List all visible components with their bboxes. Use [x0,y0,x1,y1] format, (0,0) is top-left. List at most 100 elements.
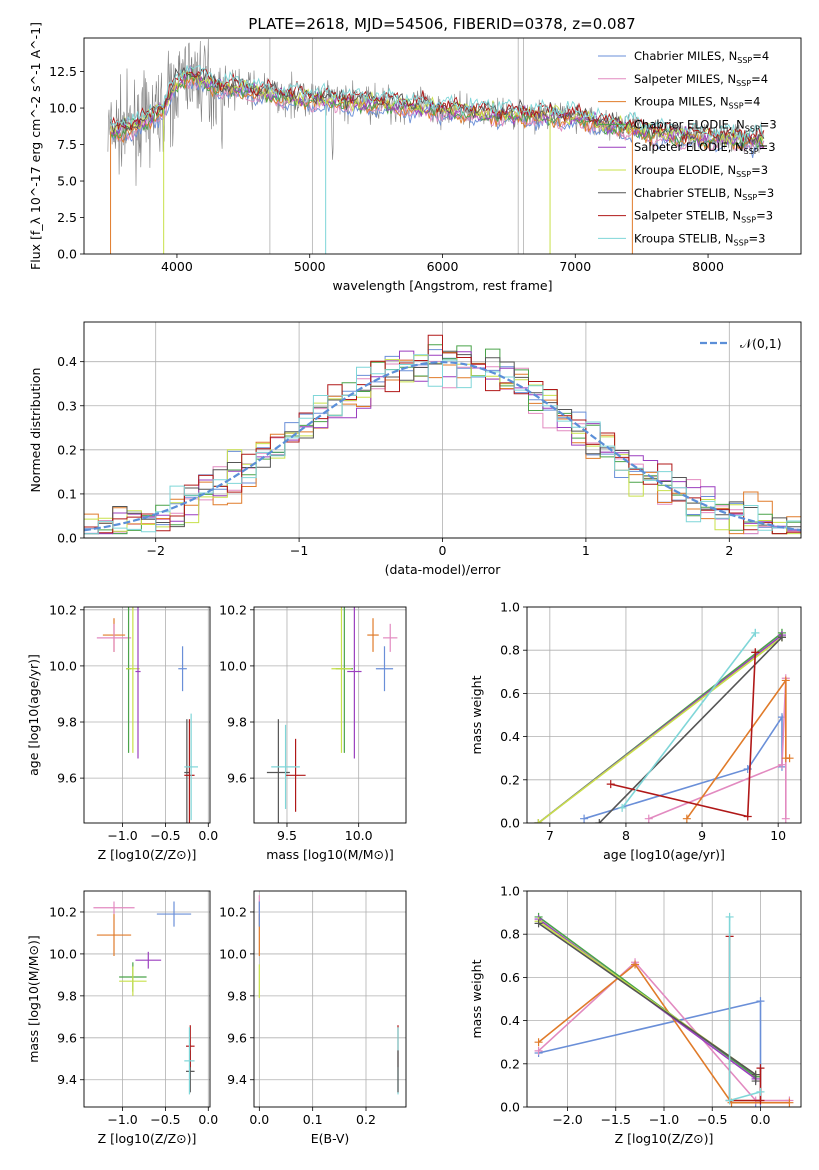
weight-marker [580,814,589,823]
x-tick-label: 0.1 [303,1112,323,1127]
x-tick-label: −1.5 [601,1112,631,1127]
legend-subscript: SSP [729,102,744,111]
y-tick-label: 9.6 [227,771,247,786]
x-tick-label: 4000 [161,259,193,274]
y-tick-label: 2.5 [57,210,77,225]
axes-frame [526,606,802,824]
y-tick-label: 0.4 [500,729,520,744]
model-spectrum [110,68,765,143]
y-tick-label: 0.2 [500,1056,520,1071]
panel-mass-vs-ebv: 0.0 0.1 0.2 9.4 9.6 9.8 10.0 10.2 E(B-V) [219,890,407,1146]
model-spectrum [110,64,765,142]
plot-area [93,901,195,1095]
weight-line [583,714,783,820]
legend-value: =3 [756,209,773,223]
weight-marker [534,1046,543,1055]
panel-age-vs-Z: −1.0 −0.5 0.0 9.6 9.8 10.0 10.2 Z [log10(Z/Z⊙)]… [26,602,218,862]
y-tick-label: 0.0 [57,247,77,262]
legend-value: =3 [749,231,766,245]
legend-value: =4 [751,72,768,86]
y-tick-label: 0.0 [57,531,77,546]
weight-marker [751,1077,760,1086]
x-tick-label: 10 [770,828,786,843]
panel-weight-vs-age: 7 8 9 10 0.0 0.2 0.4 0.6 0.8 1.0 age [log10(age/yr… [469,600,802,862]
legend-value: =3 [757,186,774,200]
weight-marker [781,676,790,685]
weight-marker [743,812,752,821]
x-tick-label: 6000 [427,259,459,274]
weight-marker [644,814,653,823]
legend-subscript: SSP [736,170,751,179]
x-tick-label: 7000 [559,259,591,274]
legend-entry: Chabrier MILES, NSSP=4 [634,49,769,65]
x-tick-label: −2 [146,543,164,558]
model-spectrum [110,75,765,152]
panel-residuals: −2 −1 0 1 2 0.0 0.1 0.2 0.3 0.4 (data-model)/error… [28,321,802,577]
x-tick-label: −1 [290,543,308,558]
weight-marker [725,1096,734,1105]
legend-value: =4 [744,95,761,109]
plot-area [96,607,198,823]
legend-value: =3 [751,163,768,177]
legend-subscript: SSP [744,147,759,156]
axes-frame [526,890,802,1108]
x-tick-label: 0.0 [249,1112,269,1127]
normal-curve [84,360,801,532]
x-tick-label: −1.0 [107,1112,137,1127]
x-tick-label: 10.0 [345,828,373,843]
x-tick-label: −1.0 [649,1112,679,1127]
weight-marker [785,754,794,763]
x-axis-label: age [log10(age/yr)] [603,847,725,862]
x-tick-label: 0 [439,543,447,558]
weight-line [538,1000,762,1104]
x-tick-label: −0.5 [697,1112,727,1127]
legend-entry: Salpeter ELODIE, NSSP=3 [634,140,776,156]
axes-frame [83,321,802,539]
axes-frame [83,37,802,255]
weight-marker [777,633,786,642]
x-tick-label: −0.5 [150,1112,180,1127]
y-tick-label: 0.4 [500,1013,520,1028]
x-tick-label: 2 [725,543,733,558]
weight-marker [606,780,615,789]
weight-marker [781,814,790,823]
x-axis-label: Z [log10(Z/Z⊙)] [98,847,197,862]
x-tick-label: −2.0 [552,1112,582,1127]
x-tick-label: 8 [622,828,630,843]
plot-area [534,912,794,1107]
y-tick-label: 10.0 [49,101,77,116]
y-tick-label: 10.0 [49,658,77,673]
legend-subscript: SSP [742,193,757,202]
legend-value: =4 [752,49,769,63]
y-tick-label: 1.0 [500,600,520,615]
y-axis-label: age [log10(age/yr)] [26,654,41,776]
y-tick-label: 0.2 [57,442,77,457]
weight-marker [631,960,640,969]
y-tick-label: 0.6 [500,686,520,701]
y-tick-label: 1.0 [500,884,520,899]
legend-entry: Chabrier ELODIE, NSSP=3 [634,117,777,133]
y-tick-label: 0.4 [57,354,77,369]
legend-entry: Kroupa STELIB, NSSP=3 [634,231,765,247]
y-tick-label: 0.8 [500,643,520,658]
y-tick-label: 10.0 [219,946,247,961]
y-axis-label: Normed distribution [28,368,43,493]
weight-marker [756,1096,765,1105]
weight-line [610,652,757,818]
legend-entry: Kroupa MILES, NSSP=4 [634,95,760,111]
weight-marker [534,1038,543,1047]
y-axis-label: mass weight [469,675,484,754]
weight-line [598,636,783,823]
y-tick-label: 9.8 [227,715,247,730]
x-axis-label: Z [log10(Z/Z⊙)] [98,1131,197,1146]
x-tick-label: 1 [582,543,590,558]
y-axis-label: Flux [f_λ 10^-17 erg cm^-2 s^-1 A^-1] [28,22,43,270]
y-tick-label: 7.5 [57,137,77,152]
y-tick-label: 5.0 [57,174,77,189]
y-tick-label: 9.8 [227,988,247,1003]
axes-frame [83,890,211,1108]
x-tick-label: 0.2 [356,1112,376,1127]
x-axis-label: Z [log10(Z/Z⊙)] [615,1131,714,1146]
legend-entry: Chabrier STELIB, NSSP=3 [634,186,774,202]
y-axis-label: mass [log10(M/M⊙)] [26,935,41,1063]
